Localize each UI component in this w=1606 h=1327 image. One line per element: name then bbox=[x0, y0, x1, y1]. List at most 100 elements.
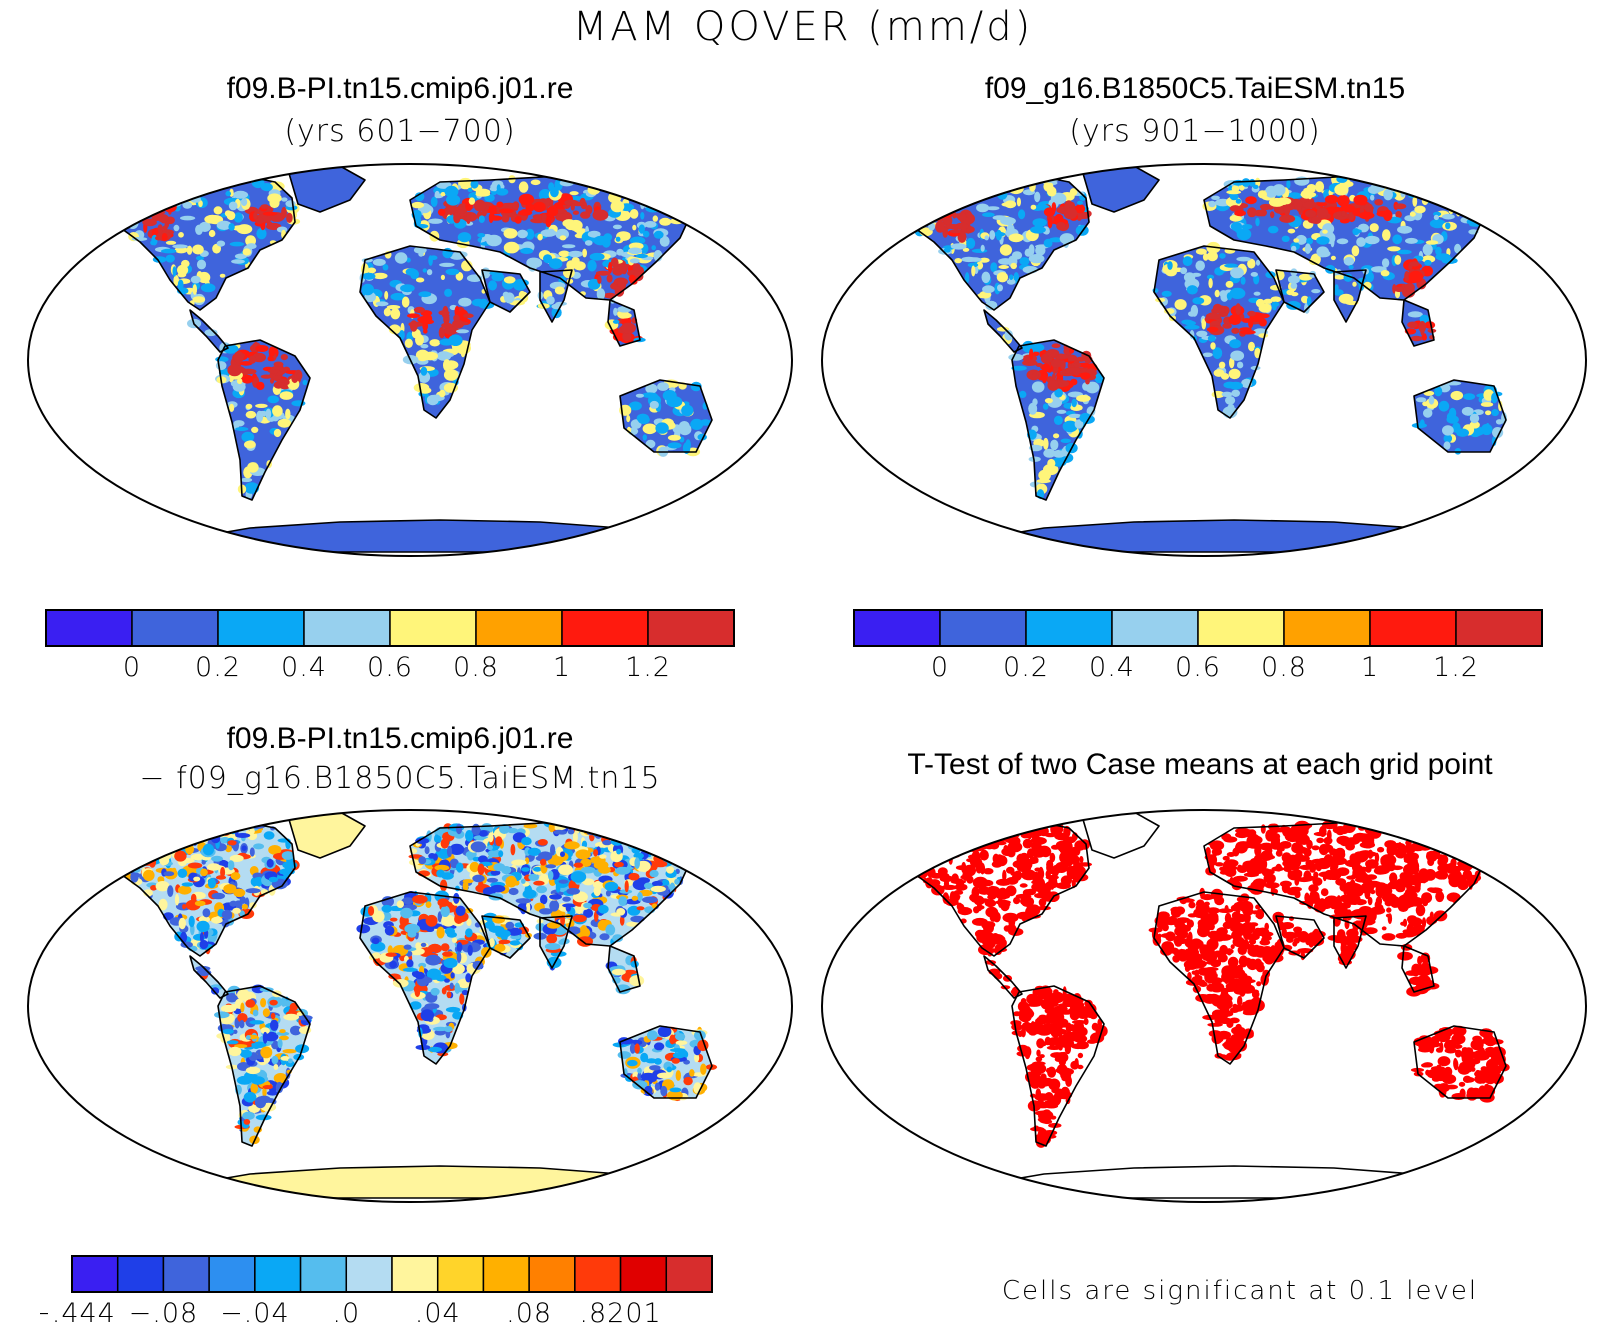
coastline-africa bbox=[359, 891, 491, 1065]
colorbar-swatch bbox=[389, 609, 477, 647]
coastline-central-america bbox=[189, 309, 229, 353]
panel-case2-subtitle: (yrs 901−1000) bbox=[1069, 114, 1321, 149]
colorbar-swatch bbox=[1369, 609, 1457, 647]
colorbar-swatch bbox=[528, 1255, 576, 1293]
coastline-antarctica bbox=[179, 1165, 671, 1199]
map-ttest bbox=[821, 809, 1587, 1203]
panel-ttest-title: T-Test of two Case means at each grid po… bbox=[907, 748, 1493, 781]
colorbar-diff: −.444 −.08 −.04 .0 .04 .08 .8201 bbox=[40, 1255, 713, 1327]
colorbar-swatch bbox=[647, 609, 735, 647]
coastline-arabia bbox=[481, 915, 531, 959]
colorbar-swatch bbox=[391, 1255, 439, 1293]
map-border bbox=[27, 809, 793, 1203]
colorbar-swatch bbox=[1025, 609, 1113, 647]
colorbar-swatch bbox=[162, 1255, 210, 1293]
colorbar-tick-label: 0.6 bbox=[367, 652, 413, 683]
coastline-australia bbox=[1413, 1025, 1507, 1099]
map-border bbox=[821, 163, 1587, 557]
colorbar-tick-label: −.08 bbox=[129, 1298, 199, 1327]
colorbar-tick-label: 1 bbox=[553, 652, 571, 683]
colorbar-tick-label: .8201 bbox=[579, 1298, 661, 1327]
colorbar-swatch bbox=[665, 1255, 713, 1293]
coastline-india bbox=[539, 269, 573, 323]
land-australia bbox=[620, 380, 712, 452]
colorbar-tick-label: .04 bbox=[415, 1298, 461, 1327]
colorbar-swatch bbox=[303, 609, 391, 647]
coastline-southeast-asia bbox=[1401, 299, 1435, 347]
colorbar-tick-label: .0 bbox=[332, 1298, 360, 1327]
coastline-india bbox=[539, 915, 573, 969]
coastline-antarctica bbox=[179, 519, 671, 553]
colorbar-swatch bbox=[619, 1255, 668, 1293]
colorbar-swatch bbox=[561, 609, 649, 647]
panel-case2-title: f09_g16.B1850C5.TaiESM.tn15 bbox=[984, 72, 1406, 105]
map-case1 bbox=[27, 163, 793, 557]
coastline-antarctica bbox=[973, 1165, 1465, 1199]
panel-case1-title: f09.B-PI.tn15.cmip6.j01.re bbox=[226, 72, 574, 105]
coastline-india bbox=[1333, 915, 1367, 969]
colorbar-tick-label: −.04 bbox=[220, 1298, 290, 1327]
colorbar-swatch bbox=[475, 609, 563, 647]
map-border bbox=[27, 163, 793, 557]
coastline-southeast-asia bbox=[607, 945, 641, 993]
colorbar-swatch bbox=[1283, 609, 1371, 647]
colorbar-swatch bbox=[254, 1255, 302, 1293]
colorbar-tick-label: 0.2 bbox=[1003, 652, 1049, 683]
colorbar-tick-label: .08 bbox=[506, 1298, 552, 1327]
coastline-india bbox=[1333, 269, 1367, 323]
map-case2 bbox=[821, 163, 1587, 557]
land-layer bbox=[883, 165, 1507, 553]
coastline-south-america bbox=[217, 339, 311, 501]
colorbar-tick-label: 0.4 bbox=[1089, 652, 1135, 683]
figure-title: MAM QOVER (mm/d) bbox=[572, 4, 1034, 50]
coastline-central-america bbox=[983, 955, 1023, 999]
coastline-south-america bbox=[1011, 985, 1105, 1147]
land-greenland bbox=[288, 166, 365, 212]
colorbar-swatch bbox=[345, 1255, 393, 1293]
colorbar-swatch bbox=[436, 1255, 485, 1293]
colorbar-swatch bbox=[131, 609, 219, 647]
land-arabia bbox=[1276, 270, 1324, 312]
colorbar-tick-label: 0.8 bbox=[453, 652, 499, 683]
coastline-africa bbox=[1153, 245, 1285, 419]
colorbar-swatch bbox=[574, 1255, 622, 1293]
colorbar-swatch bbox=[217, 609, 305, 647]
land-greenland bbox=[1082, 812, 1159, 858]
colorbar-tick-label: 0 bbox=[123, 652, 141, 683]
coastline-africa bbox=[359, 245, 491, 419]
land-central-america bbox=[984, 956, 1022, 998]
colorbar-frame bbox=[45, 609, 735, 647]
coastlines bbox=[883, 165, 1507, 553]
colorbar-swatch bbox=[1111, 609, 1199, 647]
colorbar-swatch bbox=[45, 609, 133, 647]
ttest-significance-note: Cells are significant at 0.1 level bbox=[1001, 1276, 1479, 1306]
colorbar-tick-label: 1.2 bbox=[625, 652, 671, 683]
coastline-australia bbox=[1413, 379, 1507, 453]
panel-case1-subtitle: (yrs 601−700) bbox=[284, 114, 516, 149]
colorbar-swatch bbox=[1455, 609, 1543, 647]
colorbar-tick-label: 0.4 bbox=[281, 652, 327, 683]
coastline-southeast-asia bbox=[1401, 945, 1435, 993]
coastline-south-america bbox=[1011, 339, 1105, 501]
colorbar-swatch bbox=[299, 1255, 348, 1293]
panel-diff-subtitle: − f09_g16.B1850C5.TaiESM.tn15 bbox=[139, 761, 661, 796]
colorbar-swatch bbox=[939, 609, 1027, 647]
coastline-south-america bbox=[217, 985, 311, 1147]
coastline-southeast-asia bbox=[607, 299, 641, 347]
land-greenland bbox=[288, 812, 365, 858]
colorbar-swatch bbox=[1197, 609, 1285, 647]
coastline-australia bbox=[619, 379, 713, 453]
coastline-arabia bbox=[1275, 915, 1325, 959]
colorbar-frame bbox=[853, 609, 1543, 647]
map-diff bbox=[27, 809, 793, 1203]
coastline-central-america bbox=[189, 955, 229, 999]
colorbar-tick-label: 0.8 bbox=[1261, 652, 1307, 683]
colorbar-swatch bbox=[482, 1255, 530, 1293]
colorbar-tick-label: 0.6 bbox=[1175, 652, 1221, 683]
colorbar-tick-label: 0 bbox=[931, 652, 949, 683]
colorbar-tick-label: 1 bbox=[1361, 652, 1379, 683]
colorbar-tick-label: −.444 bbox=[40, 1298, 116, 1327]
colorbar-swatch bbox=[853, 609, 941, 647]
colorbar-frame bbox=[71, 1255, 713, 1293]
coastline-antarctica bbox=[973, 519, 1465, 553]
